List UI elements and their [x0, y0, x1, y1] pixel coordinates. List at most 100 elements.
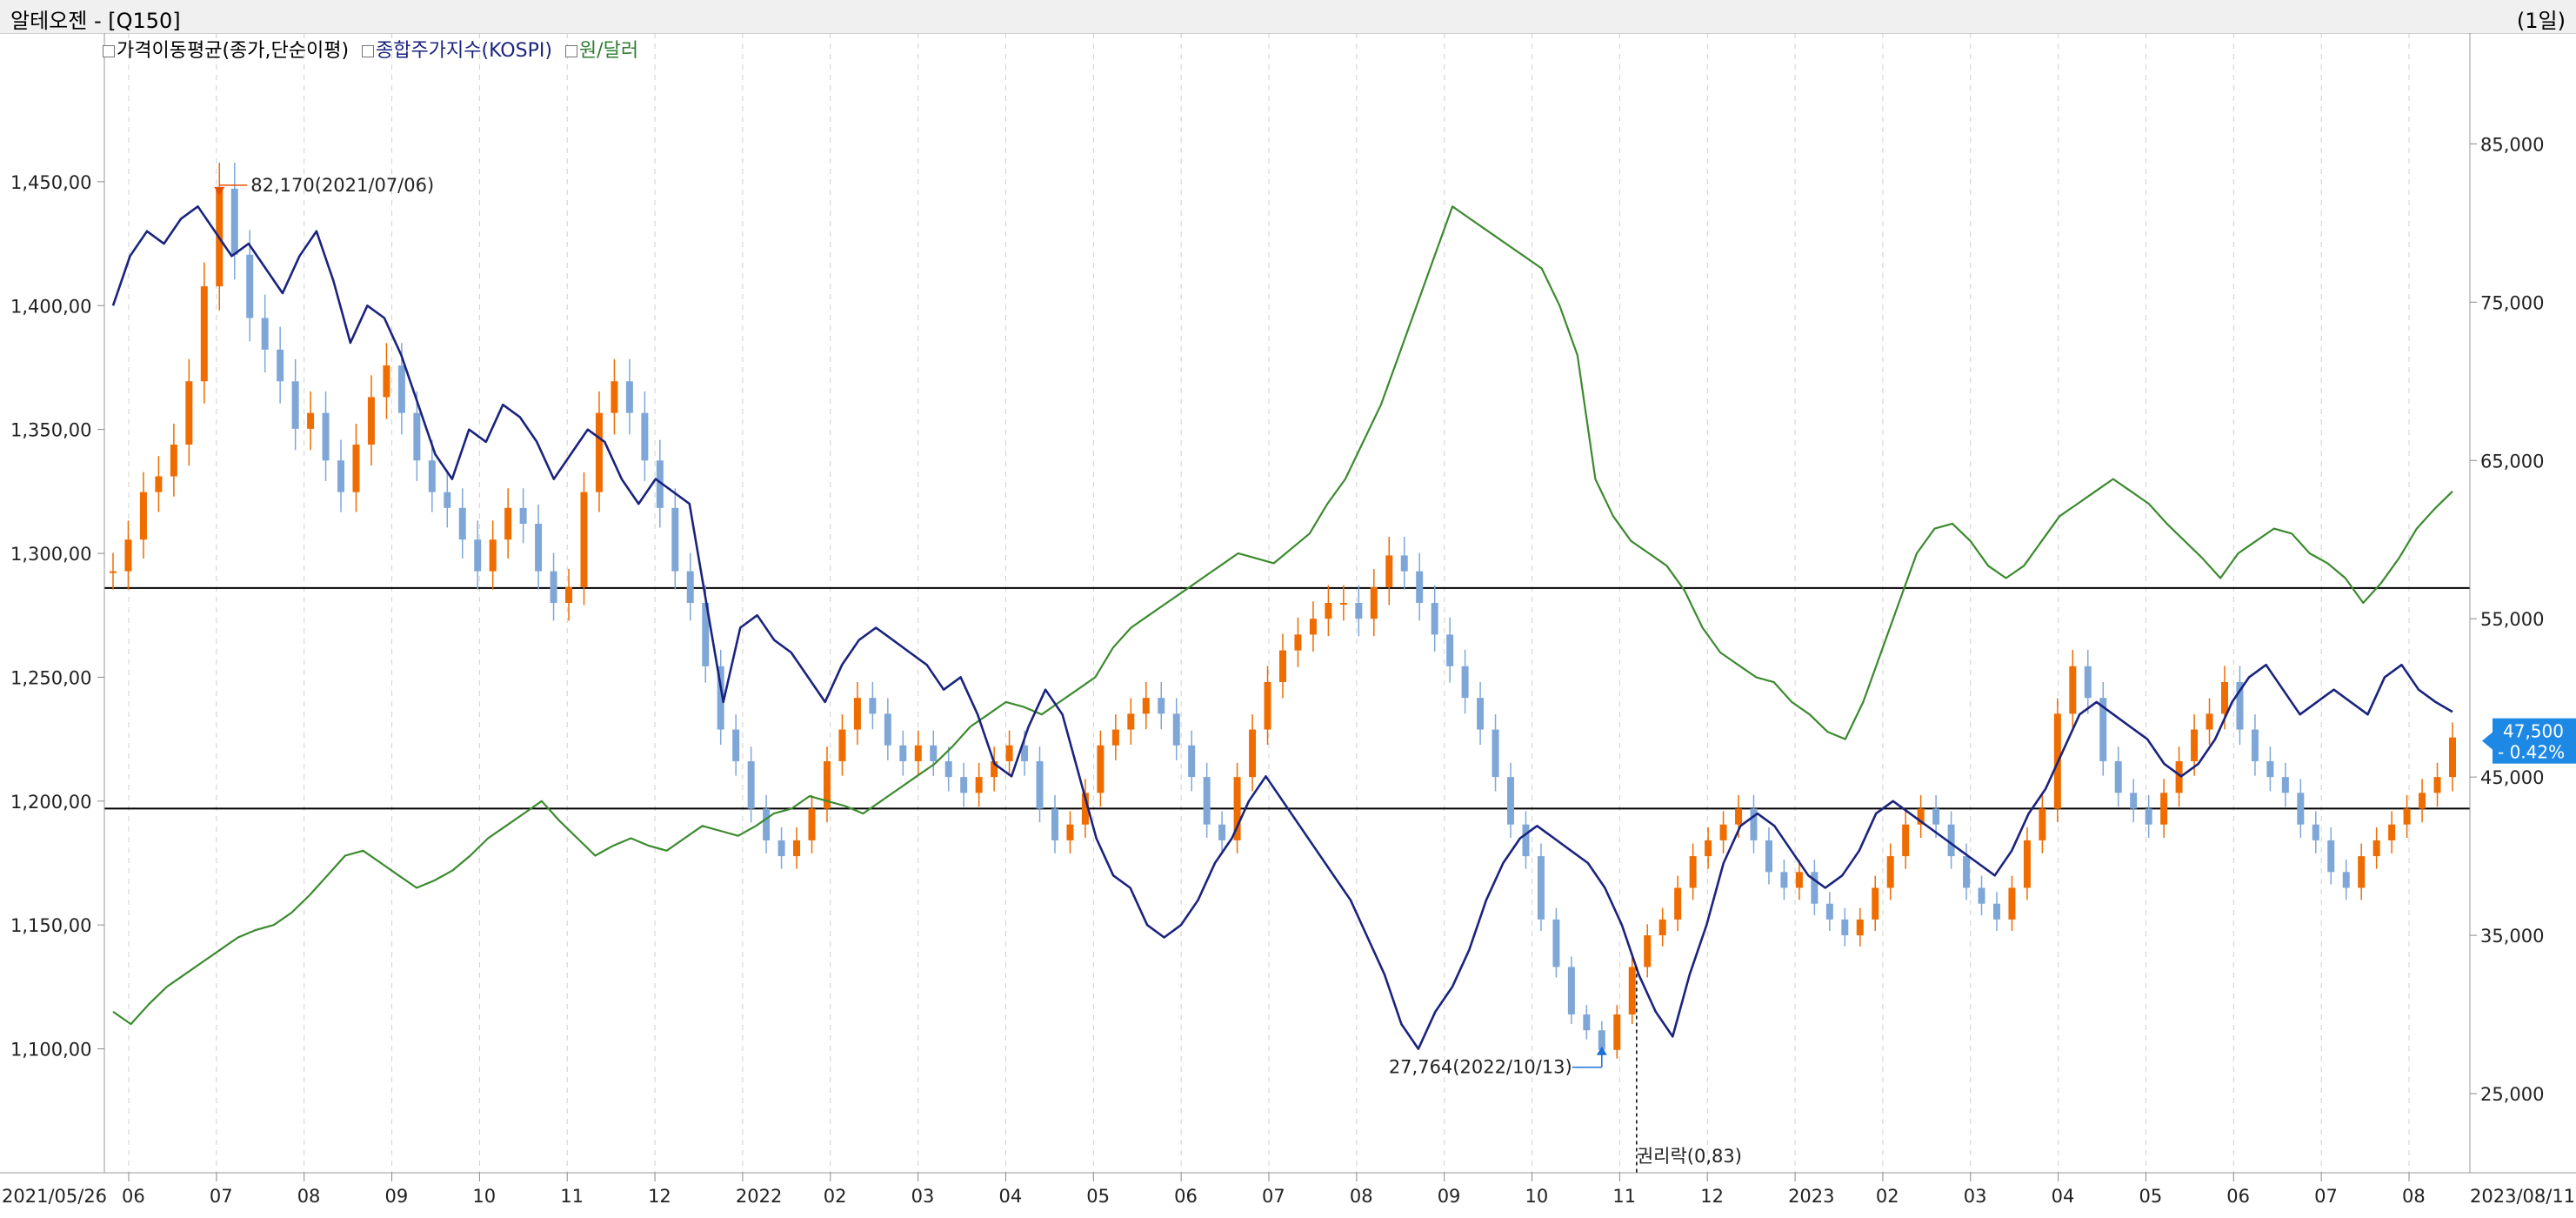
x-tick-label: 07	[1262, 1186, 1285, 1207]
candle-body	[853, 698, 861, 730]
candle-body	[641, 412, 649, 461]
candle-body	[1947, 824, 1955, 857]
candle-body	[1218, 824, 1226, 840]
high-marker-icon	[214, 186, 225, 196]
candle-body	[1719, 824, 1727, 840]
candle-body	[1886, 856, 1894, 888]
candle-body	[124, 539, 132, 572]
left-tick-label: 1,250,00	[10, 667, 92, 688]
checkbox-icon[interactable]	[103, 45, 115, 57]
candle-body	[2342, 872, 2350, 888]
candle-body	[944, 760, 952, 778]
candle-body	[2145, 808, 2152, 825]
candle-body	[991, 760, 998, 778]
candle-body	[1567, 967, 1575, 1015]
candle-body	[444, 492, 451, 508]
candle-body	[1613, 1014, 1621, 1050]
candle-body	[277, 349, 284, 382]
x-tick-label: 04	[998, 1186, 1022, 1207]
candle-body	[732, 729, 740, 761]
low-price-annotation: 27,764(2022/10/13)	[1389, 1057, 1572, 1078]
candle-body	[565, 586, 573, 603]
chart-title-bar: 알테오젠 - [Q150] (1일)	[0, 0, 2576, 34]
candle-body	[2312, 824, 2319, 840]
candle-body	[1461, 666, 1469, 699]
legend-item-usdkrw[interactable]: 원/달러	[564, 40, 638, 62]
candle-body	[595, 412, 603, 492]
candle-body	[1628, 967, 1636, 1015]
candle-body	[1446, 634, 1454, 666]
candle-body	[2160, 793, 2168, 825]
right-tick-label: 55,000	[2480, 609, 2544, 630]
x-tick-label: 03	[1964, 1186, 1987, 1207]
candle-body	[2114, 760, 2122, 793]
candle-body	[2297, 793, 2305, 825]
candle-body	[1370, 586, 1378, 619]
right-tick-label: 75,000	[2480, 292, 2544, 313]
candle-body	[1856, 919, 1864, 936]
low-marker-icon	[1596, 1046, 1607, 1055]
candle-body	[1416, 571, 1424, 603]
candle-body	[1325, 603, 1332, 619]
candle-body	[535, 524, 543, 572]
candle-body	[246, 254, 254, 318]
candle-body	[383, 365, 390, 398]
candle-body	[793, 840, 801, 857]
x-tick-label: 12	[648, 1186, 671, 1207]
candle-body	[1111, 729, 1119, 746]
candle-body	[1492, 729, 1499, 778]
x-tick-label: 06	[122, 1186, 145, 1207]
candle-body	[2191, 729, 2199, 761]
x-tick-label: 08	[1350, 1186, 1373, 1207]
candle-body	[2039, 808, 2046, 840]
candle-body	[155, 476, 163, 492]
candle-body	[2358, 856, 2366, 888]
candle-body	[838, 729, 846, 761]
left-tick-label: 1,100,00	[10, 1040, 92, 1061]
candle-body	[702, 603, 710, 666]
candle-body	[899, 745, 907, 761]
candle-body	[1583, 1014, 1591, 1031]
candle-body	[458, 507, 466, 540]
candle-body	[2206, 713, 2213, 730]
candle-body	[1735, 808, 1743, 825]
x-tick-label: 11	[560, 1186, 584, 1207]
high-price-annotation: 82,170(2021/07/06)	[250, 175, 434, 196]
x-tick-label: 04	[2052, 1186, 2075, 1207]
x-tick-label: 09	[1438, 1186, 1461, 1207]
x-tick-label: 06	[1174, 1186, 1198, 1207]
left-tick-label: 1,450,00	[10, 172, 92, 193]
checkbox-icon[interactable]	[564, 45, 577, 57]
candle-body	[1036, 760, 1044, 809]
x-tick-label: 09	[385, 1186, 409, 1207]
candle-body	[747, 760, 755, 809]
candle-body	[2281, 777, 2289, 793]
candle-body	[717, 666, 724, 730]
candle-body	[1811, 872, 1819, 904]
candle-body	[2419, 793, 2426, 809]
candle-body	[474, 539, 482, 572]
candle-body	[1765, 840, 1772, 873]
period-indicator[interactable]: (1일)	[2516, 9, 2566, 33]
left-tick-label: 1,150,00	[10, 915, 92, 936]
legend: 가격이동평균(종가,단순이평) 종합주가지수(KOSPI) 원/달러	[103, 35, 645, 63]
candle-body	[504, 507, 512, 540]
legend-item-moving-average[interactable]: 가격이동평균(종가,단순이평)	[103, 40, 349, 62]
candle-body	[1780, 872, 1788, 888]
candle-body	[2403, 808, 2411, 825]
candle-body	[1188, 745, 1196, 778]
candle-body	[1066, 824, 1074, 840]
x-tick-label: 07	[210, 1186, 233, 1207]
candle-body	[2327, 840, 2335, 873]
candle-body	[1978, 887, 1985, 904]
candle-body	[2220, 681, 2228, 714]
chart-title: 알테오젠 - [Q150]	[10, 9, 181, 33]
candle-body	[1963, 856, 1971, 888]
checkbox-icon[interactable]	[362, 45, 375, 57]
price-chart[interactable]: 06 07 08 09 10 11 12 2022 02 03 04 05 06 07 08 09 10 11 12…	[0, 33, 2576, 1218]
left-tick-label: 1,300,00	[10, 544, 92, 565]
candle-body	[1872, 887, 1879, 920]
legend-item-kospi[interactable]: 종합주가지수(KOSPI)	[362, 40, 552, 62]
candle-body	[1097, 745, 1104, 793]
x-end-label: 2023/08/11	[2470, 1186, 2575, 1207]
